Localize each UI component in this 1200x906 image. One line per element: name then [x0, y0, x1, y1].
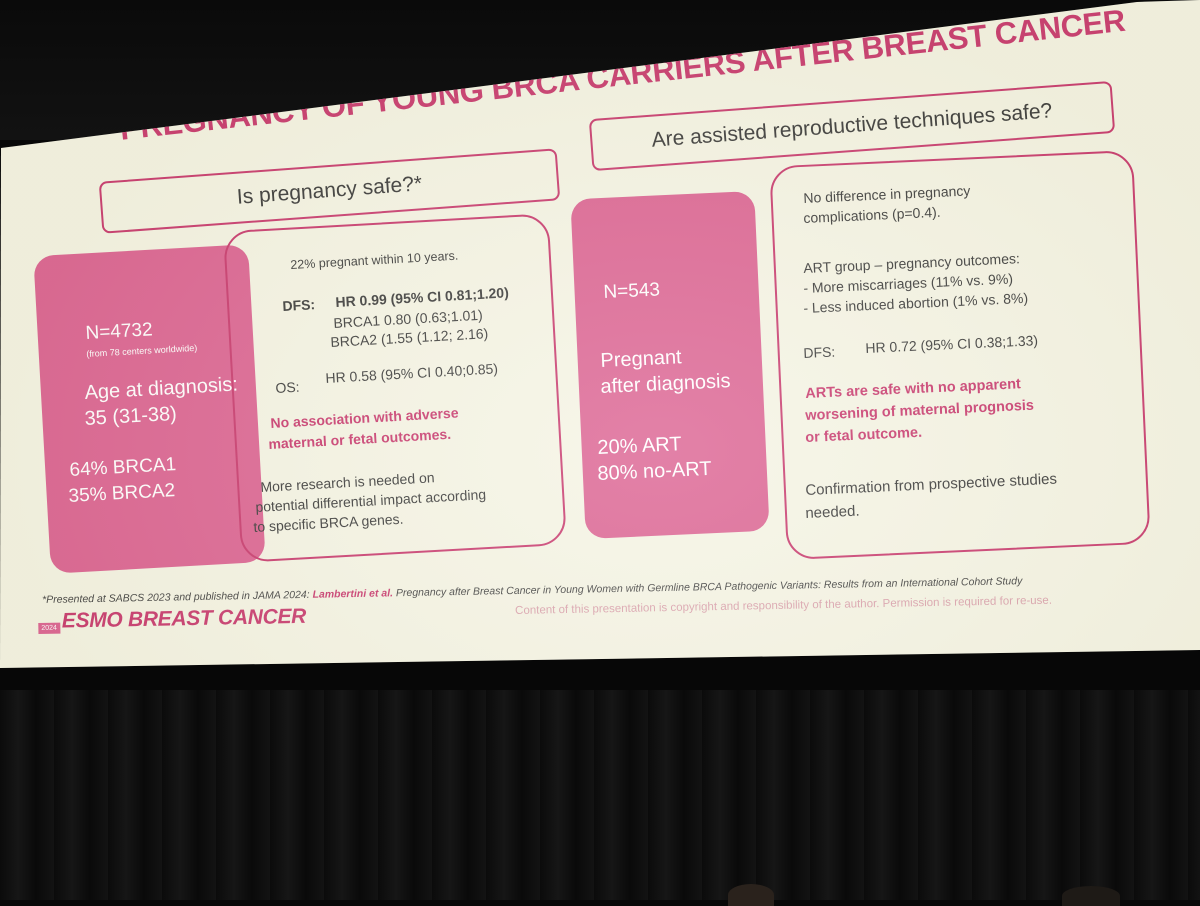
footnote-authors: Lambertini et al. [312, 587, 394, 601]
audience-head-right [1062, 886, 1120, 906]
right-confirm-line2: needed. [805, 502, 860, 522]
footnote-prefix: *Presented at SABCS 2023 and published i… [42, 588, 313, 606]
footnote-study-title: Pregnancy after Breast Cancer in Young W… [392, 575, 1023, 600]
audience-head-left [728, 884, 774, 906]
right-dfs-label: DFS: [803, 343, 836, 361]
left-question-text: Is pregnancy safe?* [236, 172, 423, 209]
esmo-logo-year: 2024 [38, 622, 61, 634]
esmo-logo: 2024 ESMO BREAST CANCER [38, 605, 306, 634]
right-pregnant-line1: Pregnant [600, 346, 683, 372]
right-question-text: Are assisted reproductive techniques saf… [650, 99, 1054, 152]
copyright-notice: Content of this presentation is copyrigh… [515, 594, 1053, 617]
right-art: 20% ART [597, 433, 683, 459]
right-n: N=543 [603, 279, 661, 303]
left-dfs-label: DFS: [282, 296, 316, 314]
left-n: N=4732 [85, 319, 154, 344]
esmo-logo-name: ESMO BREAST CANCER [61, 604, 307, 633]
stage-curtain [0, 690, 1200, 900]
left-os-label: OS: [275, 378, 300, 396]
